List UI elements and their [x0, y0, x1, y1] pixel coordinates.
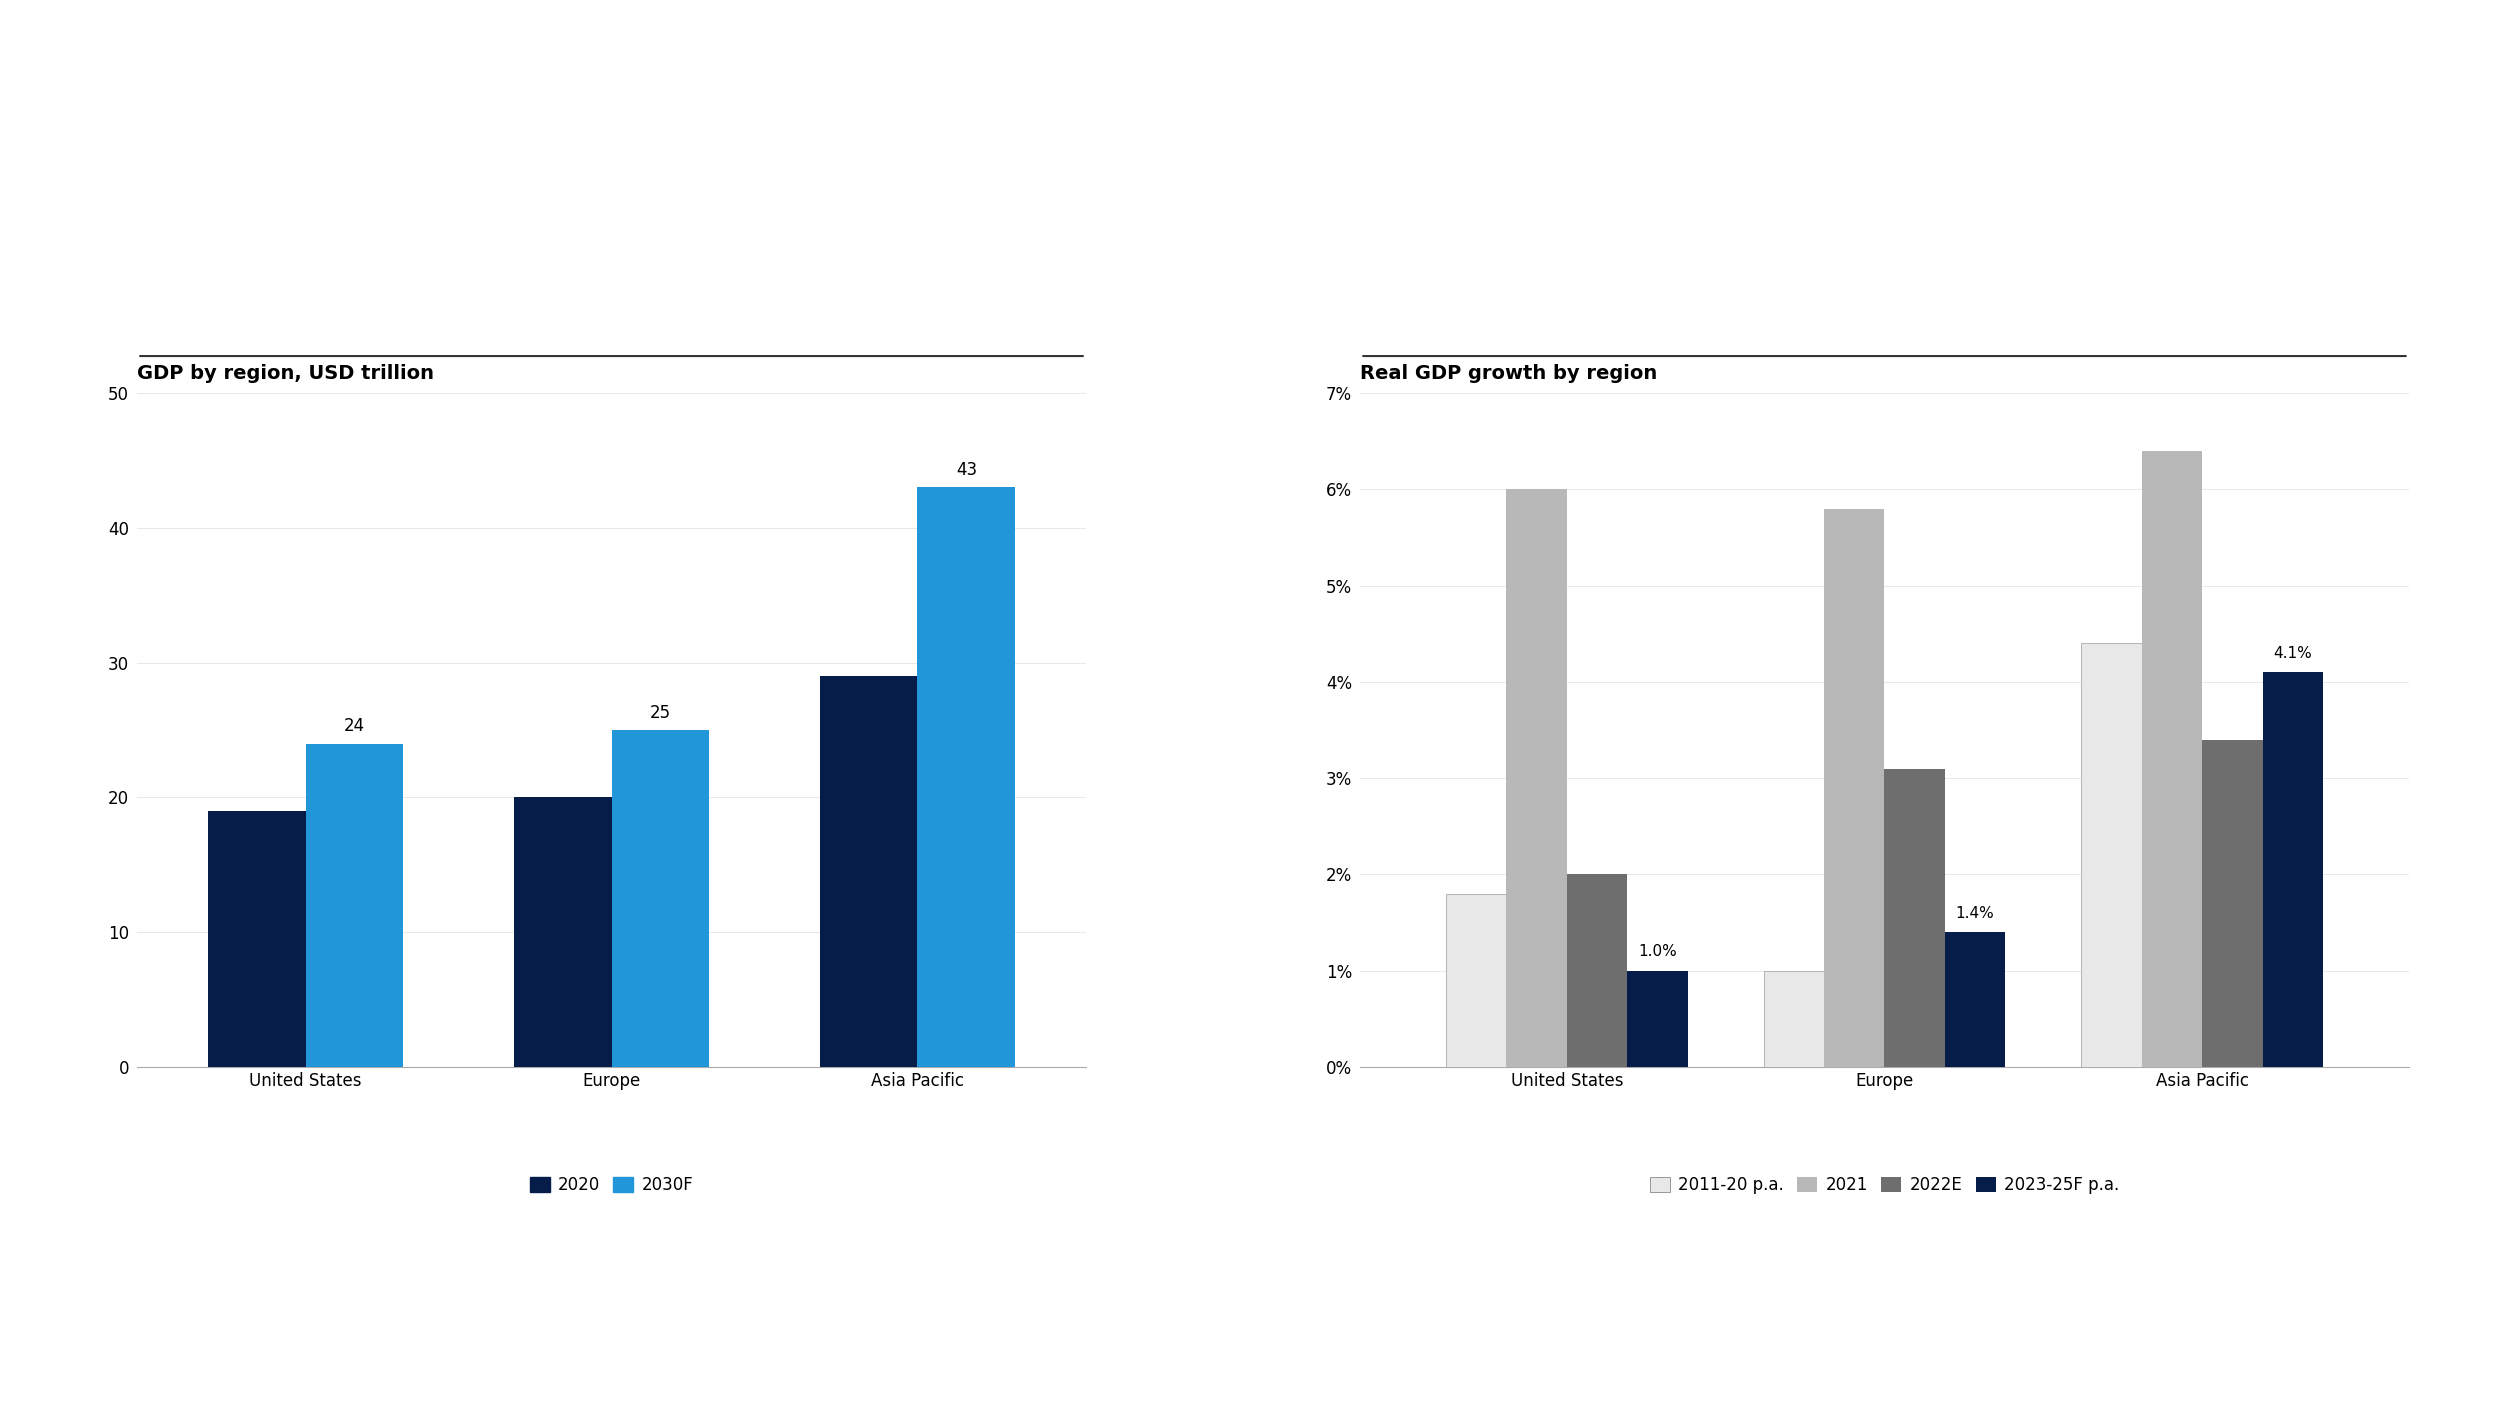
Bar — [2142, 451, 2201, 1067]
Bar — [1567, 875, 1627, 1067]
Bar — [919, 487, 1016, 1067]
Bar — [207, 812, 305, 1067]
Bar — [2261, 673, 2324, 1067]
Bar — [819, 677, 919, 1067]
Bar — [1825, 508, 1884, 1067]
Bar — [1884, 768, 1944, 1067]
Legend: 2011-20 p.a., 2021, 2022E, 2023-25F p.a.: 2011-20 p.a., 2021, 2022E, 2023-25F p.a. — [1642, 1170, 2127, 1200]
Bar — [1445, 894, 1508, 1067]
Text: Real GDP growth by region: Real GDP growth by region — [1360, 364, 1657, 383]
Bar — [1944, 932, 2004, 1067]
Text: 1.4%: 1.4% — [1957, 906, 1994, 921]
Text: 24: 24 — [344, 717, 364, 736]
Bar — [1627, 970, 1687, 1067]
Bar — [612, 730, 709, 1067]
Bar — [305, 744, 404, 1067]
Bar — [2201, 740, 2261, 1067]
Bar — [2082, 643, 2142, 1067]
Text: 1.0%: 1.0% — [1637, 945, 1677, 959]
Legend: 2020, 2030F: 2020, 2030F — [522, 1170, 701, 1200]
Text: 4.1%: 4.1% — [2274, 646, 2311, 661]
Bar — [1508, 490, 1567, 1067]
Text: GDP by region, USD trillion: GDP by region, USD trillion — [137, 364, 434, 383]
Bar — [1765, 970, 1825, 1067]
Text: 43: 43 — [956, 462, 976, 479]
Text: 25: 25 — [649, 703, 671, 722]
Bar — [514, 797, 612, 1067]
